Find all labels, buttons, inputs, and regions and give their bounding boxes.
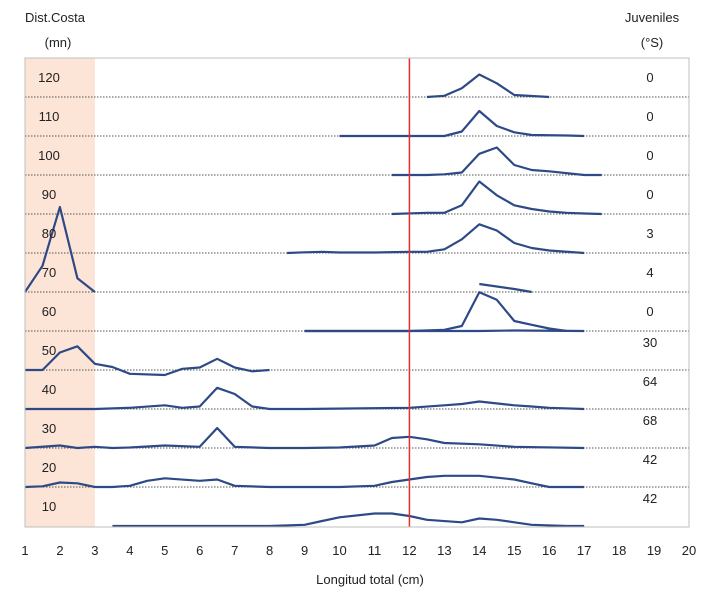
juvenile-value: 64 <box>643 374 657 389</box>
series-line-10 <box>24 474 585 489</box>
x-axis-label: Longitud total (cm) <box>316 572 424 587</box>
series-line-30 <box>25 386 585 411</box>
juvenile-value: 68 <box>643 413 657 428</box>
x-tick-labels: 1 2 3 4 5 6 7 8 9 10 11 12 13 14 15 16 17 18 19 20 <box>21 543 696 558</box>
plot-frame <box>24 57 690 528</box>
x-tick-label: 20 <box>682 543 696 558</box>
row-label: 30 <box>42 421 56 436</box>
row-label: 120 <box>38 70 60 85</box>
x-tick-label: 1 <box>21 543 28 558</box>
x-tick-label: 16 <box>542 543 556 558</box>
series-line-10b <box>112 512 585 528</box>
juvenile-value: 3 <box>646 226 653 241</box>
x-tick-label: 8 <box>266 543 273 558</box>
row-label: 70 <box>42 265 56 280</box>
row-label: 100 <box>38 148 60 163</box>
x-tick-label: 11 <box>368 543 382 558</box>
left-header-line2: (mn) <box>45 35 72 50</box>
x-tick-label: 17 <box>577 543 591 558</box>
x-tick-label: 6 <box>196 543 203 558</box>
series-line-20 <box>24 426 585 450</box>
x-tick-label: 5 <box>161 543 168 558</box>
row-label: 60 <box>42 304 56 319</box>
x-tick-label: 3 <box>91 543 98 558</box>
row-label: 10 <box>42 499 56 514</box>
x-tick-label: 14 <box>472 543 486 558</box>
x-tick-label: 13 <box>437 543 451 558</box>
juvenile-value: 30 <box>643 335 657 350</box>
juvenile-value: 0 <box>646 148 653 163</box>
row-label: 90 <box>42 187 56 202</box>
x-tick-label: 12 <box>402 543 416 558</box>
row-label: 110 <box>39 109 60 124</box>
juvenile-value: 0 <box>646 304 653 319</box>
x-tick-label: 18 <box>612 543 626 558</box>
right-header-line2: (°S) <box>641 35 664 50</box>
x-tick-label: 15 <box>507 543 521 558</box>
row-label: 50 <box>42 343 56 358</box>
series-line-110 <box>339 109 585 138</box>
juvenile-value: 0 <box>646 70 653 85</box>
series-line-70 <box>24 205 96 293</box>
x-tick-label: 9 <box>301 543 308 558</box>
series-layer <box>24 73 602 528</box>
series-line-100 <box>391 146 602 177</box>
series-line-50 <box>304 291 567 333</box>
row-label: 20 <box>42 460 56 475</box>
juvenile-value: 42 <box>643 491 657 506</box>
series-line-40 <box>25 345 270 377</box>
series-line-120 <box>426 73 550 99</box>
row-separators <box>25 96 689 488</box>
row-label: 80 <box>42 226 56 241</box>
x-tick-label: 7 <box>231 543 238 558</box>
juvenile-value: 42 <box>643 452 657 467</box>
series-line-70b <box>479 282 532 294</box>
series-line-80 <box>287 223 585 255</box>
x-tick-label: 4 <box>126 543 133 558</box>
juvenile-value: 0 <box>646 109 653 124</box>
juvenile-value: 4 <box>646 265 653 280</box>
right-header-line1: Juveniles <box>625 10 680 25</box>
juvenile-value: 0 <box>646 187 653 202</box>
left-header-line1: Dist.Costa <box>25 10 86 25</box>
series-line-90 <box>391 180 602 216</box>
row-labels: 120 110 100 90 80 70 60 50 40 30 20 10 <box>38 70 60 514</box>
row-label: 40 <box>42 382 56 397</box>
x-tick-label: 19 <box>647 543 661 558</box>
x-tick-label: 10 <box>332 543 346 558</box>
juvenile-labels: 0 0 0 0 3 4 0 30 64 68 42 42 <box>643 70 657 506</box>
x-tick-label: 2 <box>56 543 63 558</box>
